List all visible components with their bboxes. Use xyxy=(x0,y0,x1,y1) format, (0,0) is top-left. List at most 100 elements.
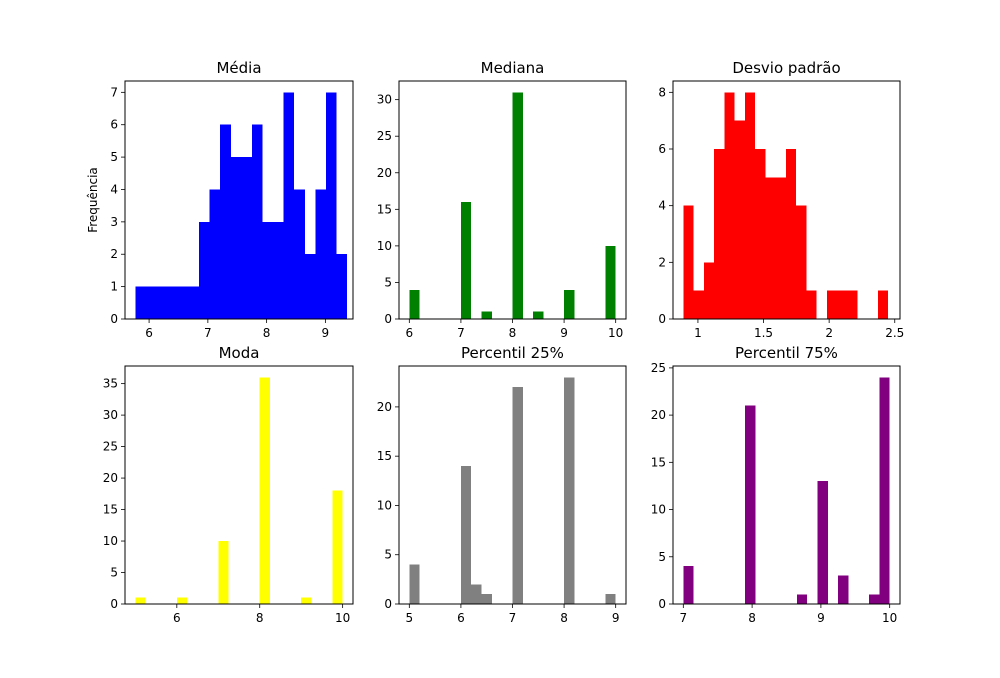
x-tick-label: 2 xyxy=(825,326,833,340)
axes-frame xyxy=(124,80,354,320)
x-tick-label: 1 xyxy=(694,326,702,340)
x-tick-label: 6 xyxy=(457,611,465,625)
histogram-bar xyxy=(826,290,838,319)
axes-frame xyxy=(124,365,354,605)
histogram-bar xyxy=(262,221,274,319)
histogram-bar xyxy=(605,594,616,604)
x-tick-label: 7 xyxy=(457,326,465,340)
histogram-bar xyxy=(220,124,231,319)
panel-title: Mediana xyxy=(481,59,545,77)
histogram-bar xyxy=(332,490,343,604)
histogram-bar xyxy=(273,221,284,319)
y-tick-label: 0 xyxy=(384,312,392,326)
y-tick-label: 25 xyxy=(103,440,118,454)
histogram-bar xyxy=(230,157,242,319)
y-tick-label: 15 xyxy=(377,202,392,216)
histogram-bar xyxy=(605,245,616,319)
histogram-bar xyxy=(294,189,305,319)
x-tick-label: 8 xyxy=(509,326,517,340)
histogram-bar xyxy=(156,286,168,319)
x-tick-label: 8 xyxy=(263,326,271,340)
histogram-bar xyxy=(765,177,776,319)
histogram-bar xyxy=(775,177,786,319)
y-tick-label: 5 xyxy=(658,550,666,564)
x-tick-label: 6 xyxy=(405,326,413,340)
x-tick-label: 1.5 xyxy=(754,326,773,340)
panel-title: Desvio padrão xyxy=(732,59,840,77)
histogram-bar xyxy=(301,597,312,604)
histogram-bar xyxy=(703,262,715,319)
histogram-bar xyxy=(879,377,890,604)
histogram-bar xyxy=(796,205,807,319)
histogram-bar xyxy=(481,594,492,604)
y-tick-label: 20 xyxy=(377,166,392,180)
x-tick-label: 9 xyxy=(322,326,330,340)
x-tick-label: 9 xyxy=(612,611,620,625)
y-tick-label: 10 xyxy=(377,239,392,253)
histogram-bar xyxy=(734,120,745,320)
y-tick-label: 15 xyxy=(377,449,392,463)
y-tick-label: 3 xyxy=(110,215,118,229)
histogram-bar xyxy=(877,290,889,319)
y-tick-label: 0 xyxy=(110,597,118,611)
histogram-bar xyxy=(199,221,210,319)
histogram-bar xyxy=(304,254,316,319)
histogram-bar xyxy=(409,564,420,604)
y-tick-label: 10 xyxy=(651,503,666,517)
panel-title: Percentil 75% xyxy=(735,344,838,362)
histogram-bar xyxy=(251,124,263,319)
histogram-bar xyxy=(460,466,472,604)
y-tick-label: 4 xyxy=(110,182,118,196)
y-tick-label: 8 xyxy=(658,85,666,99)
y-tick-label: 20 xyxy=(103,471,118,485)
panel-title: Percentil 25% xyxy=(461,344,564,362)
histogram-bar xyxy=(146,286,157,319)
y-tick-label: 2 xyxy=(658,255,666,269)
y-tick-label: 35 xyxy=(103,377,118,391)
y-tick-label: 20 xyxy=(377,400,392,414)
x-tick-label: 9 xyxy=(817,611,825,625)
axes-frame xyxy=(672,365,901,605)
panel-6: 7 8 9 10 0 5 10 15 20 25 Percentil 75% xyxy=(651,344,901,625)
y-tick-label: 0 xyxy=(384,597,392,611)
x-tick-label: 6 xyxy=(145,326,153,340)
histogram-bar xyxy=(847,290,858,319)
x-tick-label: 7 xyxy=(679,611,687,625)
y-tick-label: 30 xyxy=(377,93,392,107)
y-tick-label: 4 xyxy=(658,199,666,213)
histogram-bar xyxy=(838,575,849,604)
x-tick-label: 8 xyxy=(256,611,264,625)
y-tick-label: 1 xyxy=(110,280,118,294)
histogram-bar xyxy=(188,286,200,319)
y-tick-label: 15 xyxy=(651,455,666,469)
x-tick-label: 7 xyxy=(509,611,517,625)
histogram-bar xyxy=(325,92,337,319)
histogram-bar xyxy=(512,387,523,604)
y-axis-label: Frequência xyxy=(86,167,100,233)
x-tick-label: 2.5 xyxy=(885,326,904,340)
histogram-bar xyxy=(683,566,694,604)
y-tick-label: 25 xyxy=(651,361,666,375)
histogram-bar xyxy=(283,92,295,319)
histogram-bar xyxy=(135,597,146,604)
histogram-bar xyxy=(315,189,326,319)
histogram-bar xyxy=(745,405,756,604)
y-tick-label: 5 xyxy=(384,548,392,562)
histogram-bar xyxy=(714,149,725,319)
x-tick-label: 10 xyxy=(882,611,897,625)
histogram-bar xyxy=(806,290,817,319)
y-tick-label: 10 xyxy=(377,498,392,512)
panel-4: 6 8 10 0 5 10 15 20 25 30 35 Moda xyxy=(103,344,354,625)
histogram-bar xyxy=(167,286,178,319)
histogram-bar xyxy=(471,584,482,604)
y-tick-label: 25 xyxy=(377,129,392,143)
histogram-bar xyxy=(564,377,575,604)
y-tick-label: 7 xyxy=(110,85,118,99)
x-tick-label: 9 xyxy=(560,326,568,340)
histogram-bar xyxy=(869,594,880,604)
histogram-bar xyxy=(409,289,420,319)
histogram-bar xyxy=(177,286,189,319)
x-tick-label: 10 xyxy=(335,611,350,625)
